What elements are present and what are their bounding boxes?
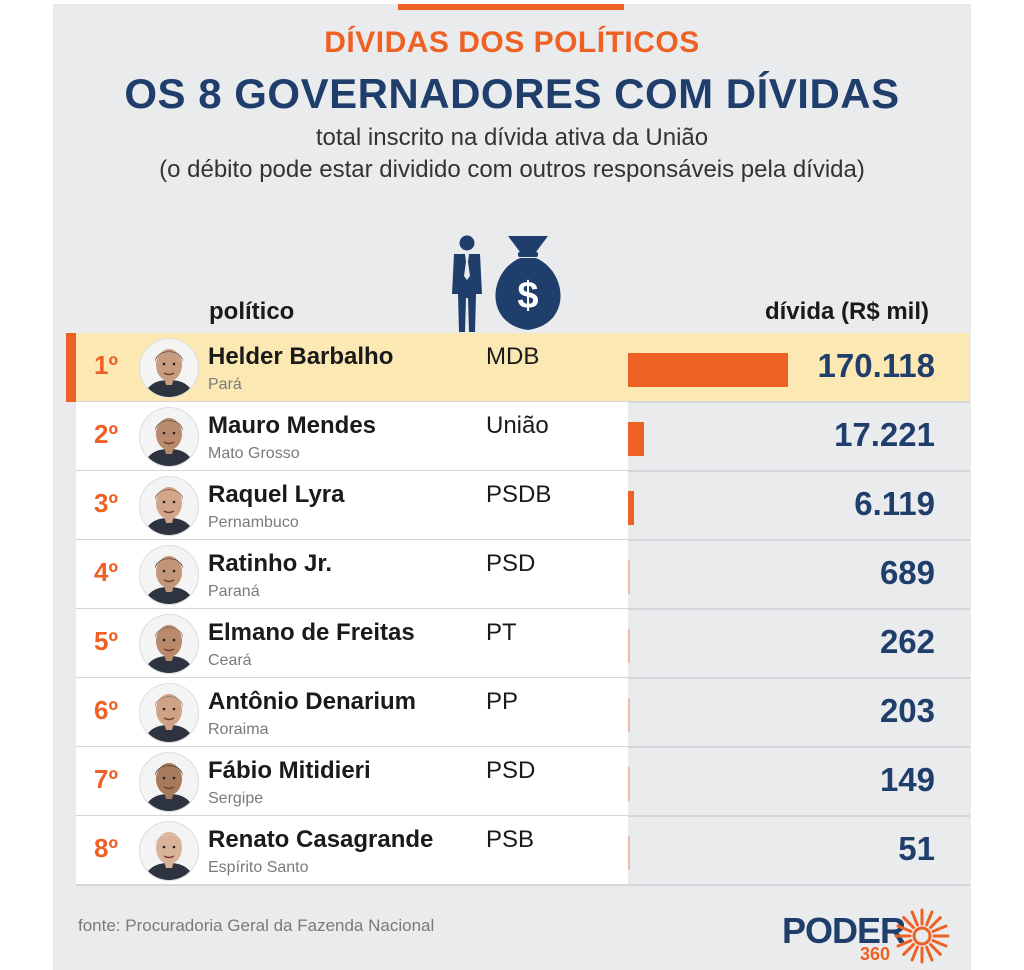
politician-state: Pernambuco <box>208 514 299 531</box>
rank-label: 1º <box>94 350 118 380</box>
brand-word: PODER <box>782 910 906 951</box>
sun-ray <box>928 942 942 956</box>
avatar <box>139 683 199 743</box>
politician-name: Renato Casagrande <box>208 826 434 853</box>
party-label: MDB <box>486 343 540 370</box>
party-label: PP <box>486 688 519 715</box>
rank-label: 8º <box>94 833 118 863</box>
politician-state: Ceará <box>208 652 252 669</box>
column-header-politico: político <box>209 298 295 325</box>
sun-ray <box>931 939 948 948</box>
table-row: 3º Raquel Lyra Pernambuco PSDB 6.119 <box>0 471 1024 541</box>
rank-label: 3º <box>94 488 118 518</box>
sun-ray <box>902 942 916 956</box>
party-label: União <box>486 412 549 439</box>
sun-burst-icon <box>894 908 950 964</box>
debt-value-label: 51 <box>898 830 935 867</box>
kicker-title: DÍVIDAS DOS POLÍTICOS <box>324 26 700 59</box>
politician-state: Paraná <box>208 583 260 600</box>
debt-bar <box>628 836 630 870</box>
party-label: PSDB <box>486 481 552 508</box>
table-row: 5º Elmano de Freitas Ceará PT 262 <box>0 609 1024 679</box>
rank-label: 2º <box>94 419 118 449</box>
avatar <box>139 407 199 467</box>
sun-ray <box>925 910 934 927</box>
avatar <box>139 752 199 812</box>
table-row: 1º Helder Barbalho Pará MDB 170.118 <box>0 333 1024 403</box>
sun-ray <box>902 916 916 930</box>
sun-ray <box>896 924 913 933</box>
politician-name: Raquel Lyra <box>208 481 345 508</box>
subtitle-line-2: (o débito pode estar dividido com outros… <box>159 156 865 183</box>
debt-value-label: 170.118 <box>817 347 935 384</box>
debt-value-label: 17.221 <box>834 416 935 453</box>
party-label: PSD <box>486 550 536 577</box>
brand-number: 360 <box>860 944 891 964</box>
politician-state: Espírito Santo <box>208 859 309 876</box>
rank-label: 6º <box>94 695 118 725</box>
rank-label: 5º <box>94 626 118 656</box>
row-highlight-accent <box>66 333 76 402</box>
table-row: 4º Ratinho Jr. Paraná PSD 689 <box>0 540 1024 610</box>
debt-bar <box>628 767 630 801</box>
avatar <box>139 476 199 536</box>
politician-name: Fábio Mitidieri <box>208 757 371 784</box>
debt-bar <box>628 422 645 456</box>
politician-state: Mato Grosso <box>208 445 300 462</box>
party-label: PSD <box>486 757 536 784</box>
politician-state: Roraima <box>208 721 269 738</box>
party-label: PT <box>486 619 517 646</box>
debt-bar <box>628 629 630 663</box>
politician-name: Elmano de Freitas <box>208 619 415 646</box>
poder360-logo: PODER 360 <box>782 908 952 968</box>
debt-value-label: 262 <box>879 623 935 660</box>
avatar <box>139 614 199 674</box>
sun-ray <box>910 910 919 927</box>
headline-title: OS 8 GOVERNADORES COM DÍVIDAS <box>124 70 900 117</box>
avatar <box>139 338 199 398</box>
debt-bar <box>628 353 788 387</box>
politician-name: Helder Barbalho <box>208 343 394 370</box>
politician-state: Pará <box>208 376 242 393</box>
debt-value-label: 203 <box>879 692 935 729</box>
politician-name: Ratinho Jr. <box>208 550 333 577</box>
party-label: PSB <box>486 826 535 853</box>
politician-name: Antônio Denarium <box>208 688 416 715</box>
rank-label: 7º <box>94 764 118 794</box>
table-row: 8º Renato Casagrande Espírito Santo PSB 51 <box>0 816 1024 886</box>
debt-bar <box>628 491 634 525</box>
debt-value-label: 6.119 <box>854 485 935 522</box>
table-row: 7º Fábio Mitidieri Sergipe PSD 149 <box>0 747 1024 817</box>
sun-ray <box>910 945 919 962</box>
person-money-bag-icon: $ <box>452 235 561 332</box>
table-row: 2º Mauro Mendes Mato Grosso União 17.221 <box>0 402 1024 472</box>
table-row: 6º Antônio Denarium Roraima PP 203 <box>0 678 1024 748</box>
sun-ray <box>928 916 942 930</box>
debt-bar <box>628 698 630 732</box>
debt-bar <box>628 560 630 594</box>
sun-ray <box>925 945 934 962</box>
politician-state: Sergipe <box>208 790 264 807</box>
rank-label: 4º <box>94 557 118 587</box>
source-note: fonte: Procuradoria Geral da Fazenda Nac… <box>78 916 435 935</box>
sun-ray <box>896 939 913 948</box>
subtitle-line-1: total inscrito na dívida ativa da União <box>315 124 709 151</box>
debt-value-label: 149 <box>879 761 935 798</box>
avatar <box>139 545 199 605</box>
debt-value-label: 689 <box>879 554 935 591</box>
top-accent-bar <box>398 4 624 10</box>
politician-name: Mauro Mendes <box>208 412 377 439</box>
sun-ray <box>931 924 948 933</box>
column-header-divida: dívida (R$ mil) <box>764 298 929 325</box>
row-separator <box>76 884 970 886</box>
row-background <box>66 333 970 402</box>
avatar <box>139 821 199 881</box>
dollar-sign: $ <box>517 275 538 317</box>
